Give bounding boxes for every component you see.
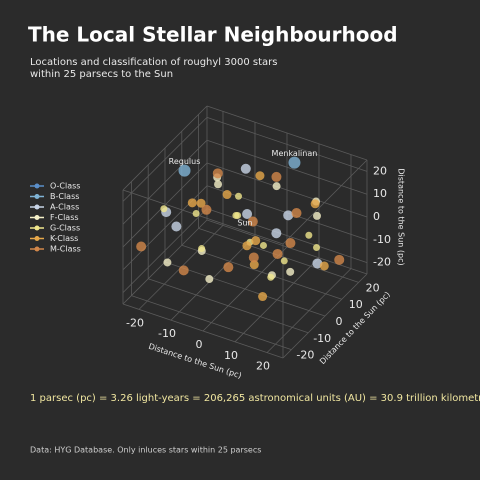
star bbox=[196, 198, 206, 208]
legend-label: B-Class bbox=[50, 192, 79, 201]
star bbox=[178, 164, 191, 177]
annotation: Sun bbox=[237, 219, 252, 228]
star bbox=[334, 254, 345, 265]
z-tick-label: 20 bbox=[373, 164, 387, 177]
star bbox=[259, 241, 267, 249]
grid-line bbox=[122, 162, 208, 248]
annotation: Regulus bbox=[169, 157, 201, 166]
legend-label: M-Class bbox=[50, 245, 81, 254]
star bbox=[291, 208, 302, 219]
star bbox=[271, 171, 282, 182]
star bbox=[272, 182, 281, 191]
annotation: Menkalinan bbox=[272, 149, 318, 158]
star bbox=[267, 273, 275, 281]
star bbox=[280, 257, 288, 265]
star bbox=[187, 198, 197, 208]
legend-swatch bbox=[34, 215, 40, 220]
z-tick-label: -20 bbox=[373, 256, 391, 269]
legend-label: K-Class bbox=[50, 234, 78, 243]
star bbox=[234, 211, 242, 219]
star bbox=[240, 163, 251, 174]
star bbox=[251, 236, 261, 246]
cube-edge bbox=[122, 189, 284, 245]
star bbox=[247, 216, 258, 227]
y-tick-label: -20 bbox=[296, 349, 314, 362]
star bbox=[223, 262, 234, 273]
y-tick-label: 20 bbox=[366, 281, 380, 294]
z-tick-label: 10 bbox=[373, 187, 387, 200]
grid-line bbox=[206, 162, 368, 218]
star bbox=[192, 210, 200, 218]
star bbox=[201, 204, 212, 215]
legend-label: A-Class bbox=[50, 203, 79, 212]
star bbox=[178, 265, 189, 276]
legend-swatch bbox=[34, 236, 40, 241]
x-tick-label: -20 bbox=[126, 316, 144, 329]
star bbox=[272, 248, 283, 259]
grid-line bbox=[122, 117, 208, 202]
subtitle: Locations and classification of roughyl … bbox=[30, 57, 277, 68]
x-tick-label: 10 bbox=[224, 349, 238, 362]
grid-line bbox=[164, 261, 326, 317]
cube-edge bbox=[282, 159, 368, 245]
grid-line bbox=[122, 139, 208, 225]
legend-swatch bbox=[34, 194, 40, 199]
star bbox=[288, 156, 301, 169]
star bbox=[222, 190, 232, 200]
star bbox=[271, 228, 282, 239]
star bbox=[313, 243, 321, 251]
legend-swatch bbox=[34, 246, 40, 252]
chart-title: The Local Stellar Neighbourhood bbox=[28, 23, 398, 47]
y-tick-label: 10 bbox=[349, 298, 363, 311]
star bbox=[310, 199, 320, 209]
star bbox=[235, 192, 243, 200]
y-tick-label: -10 bbox=[313, 332, 331, 345]
star bbox=[255, 171, 265, 181]
legend-swatch bbox=[34, 225, 40, 231]
star bbox=[258, 292, 268, 302]
star bbox=[248, 252, 259, 263]
note: 1 parsec (pc) = 3.26 light-years = 206,2… bbox=[30, 393, 480, 404]
star bbox=[205, 275, 214, 284]
star bbox=[285, 238, 296, 249]
legend-swatch bbox=[34, 183, 40, 189]
star bbox=[249, 260, 259, 270]
star bbox=[319, 261, 329, 271]
legend-label: F-Class bbox=[50, 213, 79, 222]
x-tick-label: 20 bbox=[256, 360, 270, 373]
z-tick-label: -10 bbox=[373, 233, 391, 246]
source: Data: HYG Database. Only inluces stars w… bbox=[30, 446, 261, 455]
star bbox=[305, 231, 313, 239]
star bbox=[212, 168, 223, 179]
star bbox=[313, 211, 321, 220]
legend-label: G-Class bbox=[50, 224, 80, 233]
star bbox=[214, 180, 223, 189]
star bbox=[136, 241, 147, 252]
legend-label: O-Class bbox=[50, 182, 80, 191]
grid-line bbox=[206, 117, 368, 172]
star bbox=[160, 205, 168, 213]
grid-line bbox=[131, 295, 292, 350]
legend-swatch bbox=[34, 204, 40, 210]
star bbox=[163, 258, 172, 267]
z-axis-label: Distance to the Sun (pc) bbox=[397, 168, 406, 265]
star bbox=[242, 241, 252, 251]
subtitle: within 25 parsecs to the Sun bbox=[30, 69, 173, 80]
grid-line bbox=[206, 139, 368, 195]
y-tick-label: 0 bbox=[336, 315, 343, 328]
star bbox=[283, 210, 294, 221]
z-tick-label: 0 bbox=[373, 210, 380, 223]
grid-line bbox=[181, 244, 342, 300]
grid-line bbox=[122, 208, 208, 293]
x-tick-label: -10 bbox=[158, 327, 176, 340]
grid-line bbox=[148, 278, 309, 334]
star bbox=[198, 245, 206, 253]
star bbox=[286, 267, 295, 276]
star bbox=[242, 209, 253, 219]
x-tick-label: 0 bbox=[196, 338, 203, 351]
star bbox=[171, 221, 182, 232]
